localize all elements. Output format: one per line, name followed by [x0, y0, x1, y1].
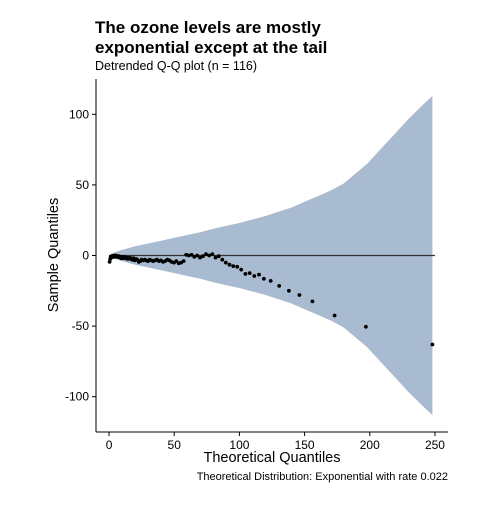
points-layer — [107, 252, 435, 347]
data-point — [262, 276, 266, 281]
chart-title-line-1: The ozone levels are mostly — [95, 18, 321, 37]
data-point — [297, 293, 302, 297]
x-axis-label: Theoretical Quantiles — [203, 450, 340, 466]
data-point — [216, 254, 221, 259]
y-tick-label: -100 — [65, 390, 89, 404]
data-point — [220, 257, 225, 262]
y-axis-ticks: -100 -50 0 50 100 — [65, 107, 96, 404]
data-point — [257, 272, 261, 277]
data-point — [268, 279, 273, 283]
y-tick-label: 100 — [69, 107, 89, 121]
x-tick-label: 250 — [425, 438, 445, 452]
data-point — [181, 259, 186, 263]
data-point — [247, 271, 252, 275]
data-point — [201, 254, 205, 259]
data-point — [223, 260, 228, 265]
data-point — [210, 252, 215, 256]
data-point — [310, 299, 315, 304]
y-tick-label: 50 — [76, 178, 90, 192]
chart-caption: Theoretical Distribution: Exponential wi… — [197, 471, 448, 483]
y-tick-label: 0 — [82, 249, 89, 263]
data-point — [235, 264, 240, 269]
data-point — [430, 342, 435, 347]
y-axis-label: Sample Quantiles — [46, 198, 62, 312]
data-point — [213, 255, 218, 260]
data-point — [239, 267, 244, 272]
x-tick-label: 0 — [106, 438, 113, 452]
data-point — [243, 272, 248, 276]
chart-title-line-2: exponential except at the tail — [95, 38, 327, 57]
data-point — [174, 259, 179, 263]
x-tick-label: 50 — [168, 438, 182, 452]
data-point — [332, 313, 337, 318]
data-point — [364, 324, 368, 329]
chart-subtitle: Detrended Q-Q plot (n = 116) — [95, 59, 257, 73]
data-point — [227, 262, 232, 267]
data-point — [287, 288, 291, 293]
data-point — [204, 252, 208, 256]
data-point — [107, 260, 112, 264]
data-point — [207, 253, 212, 258]
data-point — [192, 255, 197, 259]
data-point — [198, 255, 202, 260]
y-tick-label: -50 — [72, 319, 90, 333]
data-point — [252, 274, 257, 278]
data-point — [231, 264, 236, 268]
data-point — [195, 253, 200, 258]
x-tick-label: 100 — [229, 438, 249, 452]
x-tick-label: 200 — [360, 438, 380, 452]
data-point — [189, 252, 194, 257]
data-point — [277, 284, 282, 288]
x-axis-ticks: 0 50 100 150 200 250 — [106, 432, 445, 452]
x-tick-label: 150 — [295, 438, 315, 452]
